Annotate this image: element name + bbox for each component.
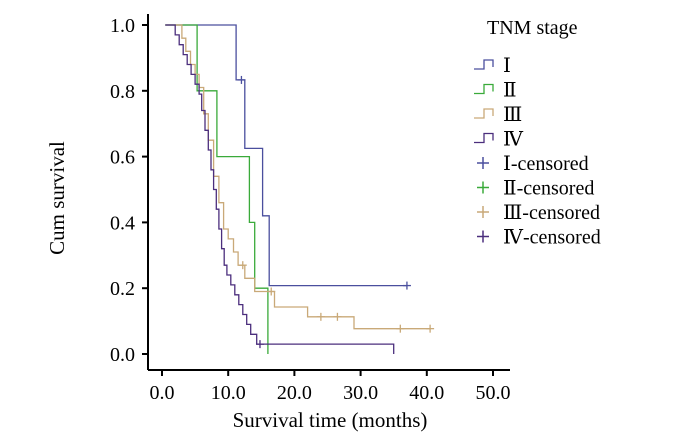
x-tick-label: 10.0 (211, 382, 246, 404)
censor-mark-3 (396, 324, 405, 333)
censor-mark-4 (255, 340, 264, 349)
x-tick-label: 0.0 (150, 382, 175, 404)
legend-step-glyph (474, 108, 494, 119)
y-tick-label: 0.4 (110, 212, 135, 234)
censor-mark-3 (267, 287, 276, 296)
legend-step-glyph (474, 83, 494, 95)
censor-mark-3 (333, 312, 342, 321)
x-tick-label: 50.0 (476, 382, 511, 404)
legend-entry-5: Ⅰ-censored (477, 153, 589, 175)
x-tick-label: 20.0 (277, 382, 312, 404)
legend-label: Ⅰ (503, 55, 511, 77)
legend-label: Ⅳ (503, 129, 524, 151)
censor-mark-3 (238, 261, 247, 270)
y-axis-label: Cum survival (45, 141, 69, 255)
legend-entry-8: Ⅳ-censored (477, 227, 601, 249)
legend-entry-6: Ⅱ-censored (477, 178, 594, 200)
legend-entry-2: Ⅱ (474, 80, 517, 102)
legend-label: Ⅰ-censored (503, 153, 589, 175)
legend-label: Ⅲ-censored (503, 202, 600, 224)
x-tick-label: 40.0 (409, 382, 444, 404)
y-tick-label: 0.0 (110, 344, 135, 366)
series-line-1 (165, 24, 407, 287)
legend-step-glyph (474, 59, 494, 70)
censor-mark-1 (237, 75, 246, 84)
y-tick-label: 0.6 (110, 147, 135, 169)
series-line-2 (165, 24, 269, 354)
legend-label: Ⅳ-censored (503, 227, 601, 249)
series-line-3 (165, 24, 431, 330)
series-line-4 (165, 24, 395, 354)
legend-title: TNM stage (487, 17, 578, 39)
axes (147, 14, 510, 371)
legend-entry-3: Ⅲ (474, 104, 522, 126)
x-tick-label: 30.0 (343, 382, 378, 404)
legend-label: Ⅱ (503, 80, 517, 102)
legend-entry-1: Ⅰ (474, 55, 511, 77)
legend-label: Ⅲ (503, 104, 522, 126)
legend-entry-7: Ⅲ-censored (477, 202, 600, 224)
x-axis-label: Survival time (months) (233, 408, 428, 432)
legend-step-glyph (474, 132, 494, 144)
series-group (165, 24, 435, 354)
censor-mark-1 (402, 281, 411, 290)
censor-mark-3 (316, 312, 325, 321)
legend-label: Ⅱ-censored (503, 178, 594, 200)
legend-entry-4: Ⅳ (474, 129, 524, 151)
y-tick-label: 1.0 (110, 15, 135, 37)
censor-mark-3 (426, 324, 435, 333)
ticks: 0.0 10.0 20.0 30.0 40.0 50.0 0.0 0.2 0.4 0.6 0.8 1.… (110, 15, 511, 404)
y-tick-label: 0.8 (110, 81, 135, 103)
y-tick-label: 0.2 (110, 278, 135, 300)
